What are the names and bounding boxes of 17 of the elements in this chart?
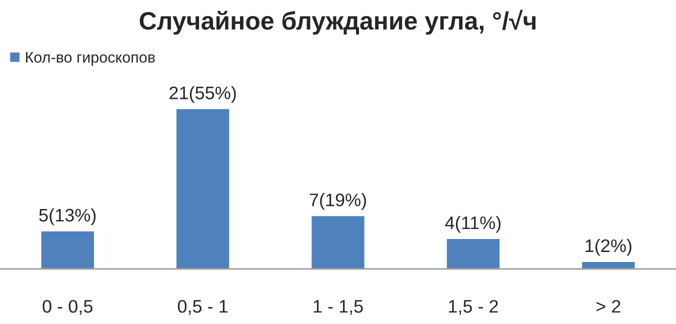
chart-title: Случайное блуждание угла, °/√ч (140, 10, 536, 35)
data-label: 4(11%) (445, 216, 501, 233)
bar (310, 214, 366, 269)
data-label: 1(2%) (586, 238, 632, 256)
data-label: 7(19%) (310, 193, 366, 210)
x-tick-label: 0 - 0,5 (42, 300, 92, 315)
bar (580, 260, 636, 269)
data-label: 21(55%) (170, 86, 236, 103)
data-label: 5(13%) (39, 208, 96, 226)
x-tick-label: 0,5 - 1 (178, 300, 228, 315)
bar (175, 108, 231, 269)
x-tick-label: > 2 (596, 300, 620, 313)
x-tick-label: 1,5 - 2 (448, 300, 498, 315)
x-tick-label: 1 - 1,5 (314, 300, 363, 315)
bar (445, 238, 501, 269)
bar (40, 230, 96, 269)
legend-label: Кол-во гироскопов (26, 52, 155, 66)
